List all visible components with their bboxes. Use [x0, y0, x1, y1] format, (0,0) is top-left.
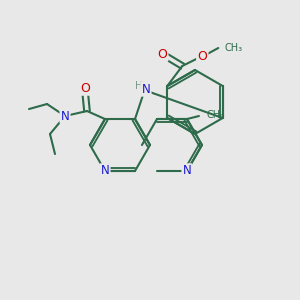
Text: N: N — [61, 110, 69, 122]
Text: O: O — [197, 50, 207, 62]
Text: CH₃: CH₃ — [224, 43, 242, 53]
Text: N: N — [100, 164, 109, 178]
Text: O: O — [80, 82, 90, 94]
Text: CH₃: CH₃ — [207, 110, 225, 120]
Text: H: H — [135, 81, 143, 91]
Text: N: N — [142, 82, 150, 95]
Text: O: O — [157, 47, 167, 61]
Text: N: N — [183, 164, 191, 178]
